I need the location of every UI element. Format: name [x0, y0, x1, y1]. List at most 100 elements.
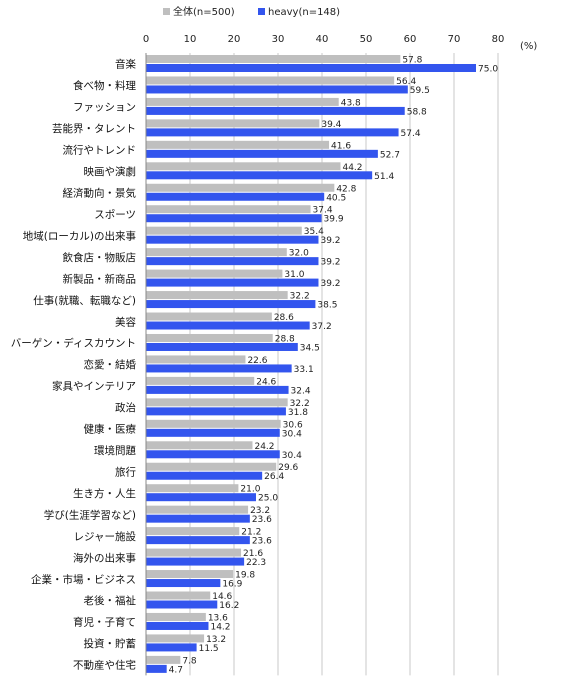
value-label: 28.6 [274, 313, 294, 323]
bar [146, 398, 288, 407]
legend: 全体(n=500) heavy(n=148) [163, 5, 340, 18]
value-label: 75.0 [478, 65, 498, 75]
value-label: 21.0 [240, 485, 260, 495]
value-label: 22.3 [246, 558, 266, 568]
bar [146, 600, 218, 609]
legend-label: heavy(n=148) [268, 7, 340, 18]
value-label: 39.2 [320, 279, 340, 289]
value-label: 39.2 [320, 236, 340, 246]
bar [146, 149, 378, 158]
value-label: 26.4 [264, 472, 284, 482]
value-label: 30.4 [282, 429, 302, 439]
x-axis-ticks: 0 10 20 30 40 50 60 70 80 [143, 34, 505, 45]
legend-swatch [258, 8, 265, 15]
bar [146, 248, 287, 257]
category-label: バーゲン・ディスカウント [11, 337, 136, 350]
bar [146, 226, 302, 235]
bars [146, 55, 476, 673]
value-label: 25.0 [258, 494, 278, 504]
value-label: 44.2 [342, 163, 362, 173]
bar [146, 291, 288, 300]
bar [146, 376, 255, 385]
bar [146, 257, 319, 266]
x-tick-label: 20 [228, 34, 241, 45]
x-tick-label: 80 [492, 34, 505, 45]
value-label: 41.6 [331, 141, 351, 151]
category-label: 老後・福祉 [84, 594, 137, 607]
value-label: 58.8 [407, 107, 427, 117]
unit-label: (%) [520, 41, 537, 52]
category-label: スポーツ [94, 209, 136, 221]
bar [146, 612, 206, 621]
value-label: 37.4 [313, 206, 333, 216]
value-label: 32.2 [290, 399, 310, 409]
value-label: 7.8 [182, 656, 197, 666]
bar [146, 634, 205, 643]
value-label: 40.5 [326, 193, 346, 203]
value-label: 39.4 [321, 120, 341, 130]
bar [146, 407, 286, 416]
value-label: 21.6 [243, 549, 263, 559]
value-label: 28.8 [275, 334, 295, 344]
bar [146, 300, 316, 309]
value-label: 51.4 [374, 172, 394, 182]
category-label: 飲食店・物販店 [63, 251, 137, 264]
value-label: 57.8 [402, 56, 422, 66]
bar [146, 536, 250, 545]
bar [146, 183, 335, 192]
bar [146, 591, 211, 600]
category-label: 不動産や住宅 [73, 659, 136, 672]
bar [146, 235, 319, 244]
value-label: 30.6 [283, 420, 303, 430]
bar [146, 55, 401, 63]
bar [146, 106, 405, 115]
bar [146, 76, 395, 85]
category-label: 家具やインテリア [52, 380, 136, 393]
x-tick-label: 60 [404, 34, 417, 45]
value-label: 16.2 [219, 601, 239, 611]
value-label: 31.8 [288, 408, 308, 418]
value-label: 13.6 [208, 613, 228, 623]
category-label: 育児・子育て [73, 616, 136, 629]
bar [146, 428, 280, 437]
value-label: 57.4 [401, 129, 421, 139]
value-label: 23.6 [252, 537, 272, 547]
bar [146, 97, 339, 106]
category-label: 健康・医療 [84, 423, 137, 436]
value-label: 39.2 [320, 258, 340, 268]
x-tick-label: 50 [360, 34, 373, 45]
value-label: 23.2 [250, 506, 270, 516]
value-label: 32.4 [291, 386, 311, 396]
bar [146, 505, 249, 514]
category-label: ファッション [73, 102, 136, 114]
bar [146, 462, 277, 471]
x-tick-label: 40 [316, 34, 329, 45]
value-label: 37.2 [312, 322, 332, 332]
bar [146, 655, 181, 664]
category-label: 仕事(就職、転職など) [33, 294, 136, 307]
value-label: 35.4 [304, 227, 324, 237]
category-labels: 音楽食べ物・料理ファッション芸能界・タレント流行やトレンド映画や演劇経済動向・景… [11, 58, 137, 672]
bar [146, 171, 373, 180]
category-label: 企業・市場・ビジネス [31, 573, 136, 586]
value-label: 52.7 [380, 150, 400, 160]
value-label: 39.9 [324, 215, 344, 225]
bar [146, 333, 273, 342]
bar [146, 664, 167, 673]
value-label: 34.5 [300, 343, 320, 353]
value-label: 43.8 [341, 98, 361, 108]
value-label: 33.1 [294, 365, 314, 375]
category-label: 旅行 [115, 465, 136, 478]
value-label: 38.5 [317, 301, 337, 311]
category-label: 流行やトレンド [63, 144, 137, 157]
category-label: 食べ物・料理 [73, 79, 136, 92]
bar [146, 419, 281, 428]
category-label: 生き方・人生 [73, 487, 136, 500]
value-label: 23.6 [252, 515, 272, 525]
bar [146, 484, 239, 493]
category-label: 海外の出来事 [73, 551, 136, 564]
bar [146, 621, 209, 630]
value-label: 29.6 [278, 463, 298, 473]
value-label: 14.6 [212, 592, 232, 602]
